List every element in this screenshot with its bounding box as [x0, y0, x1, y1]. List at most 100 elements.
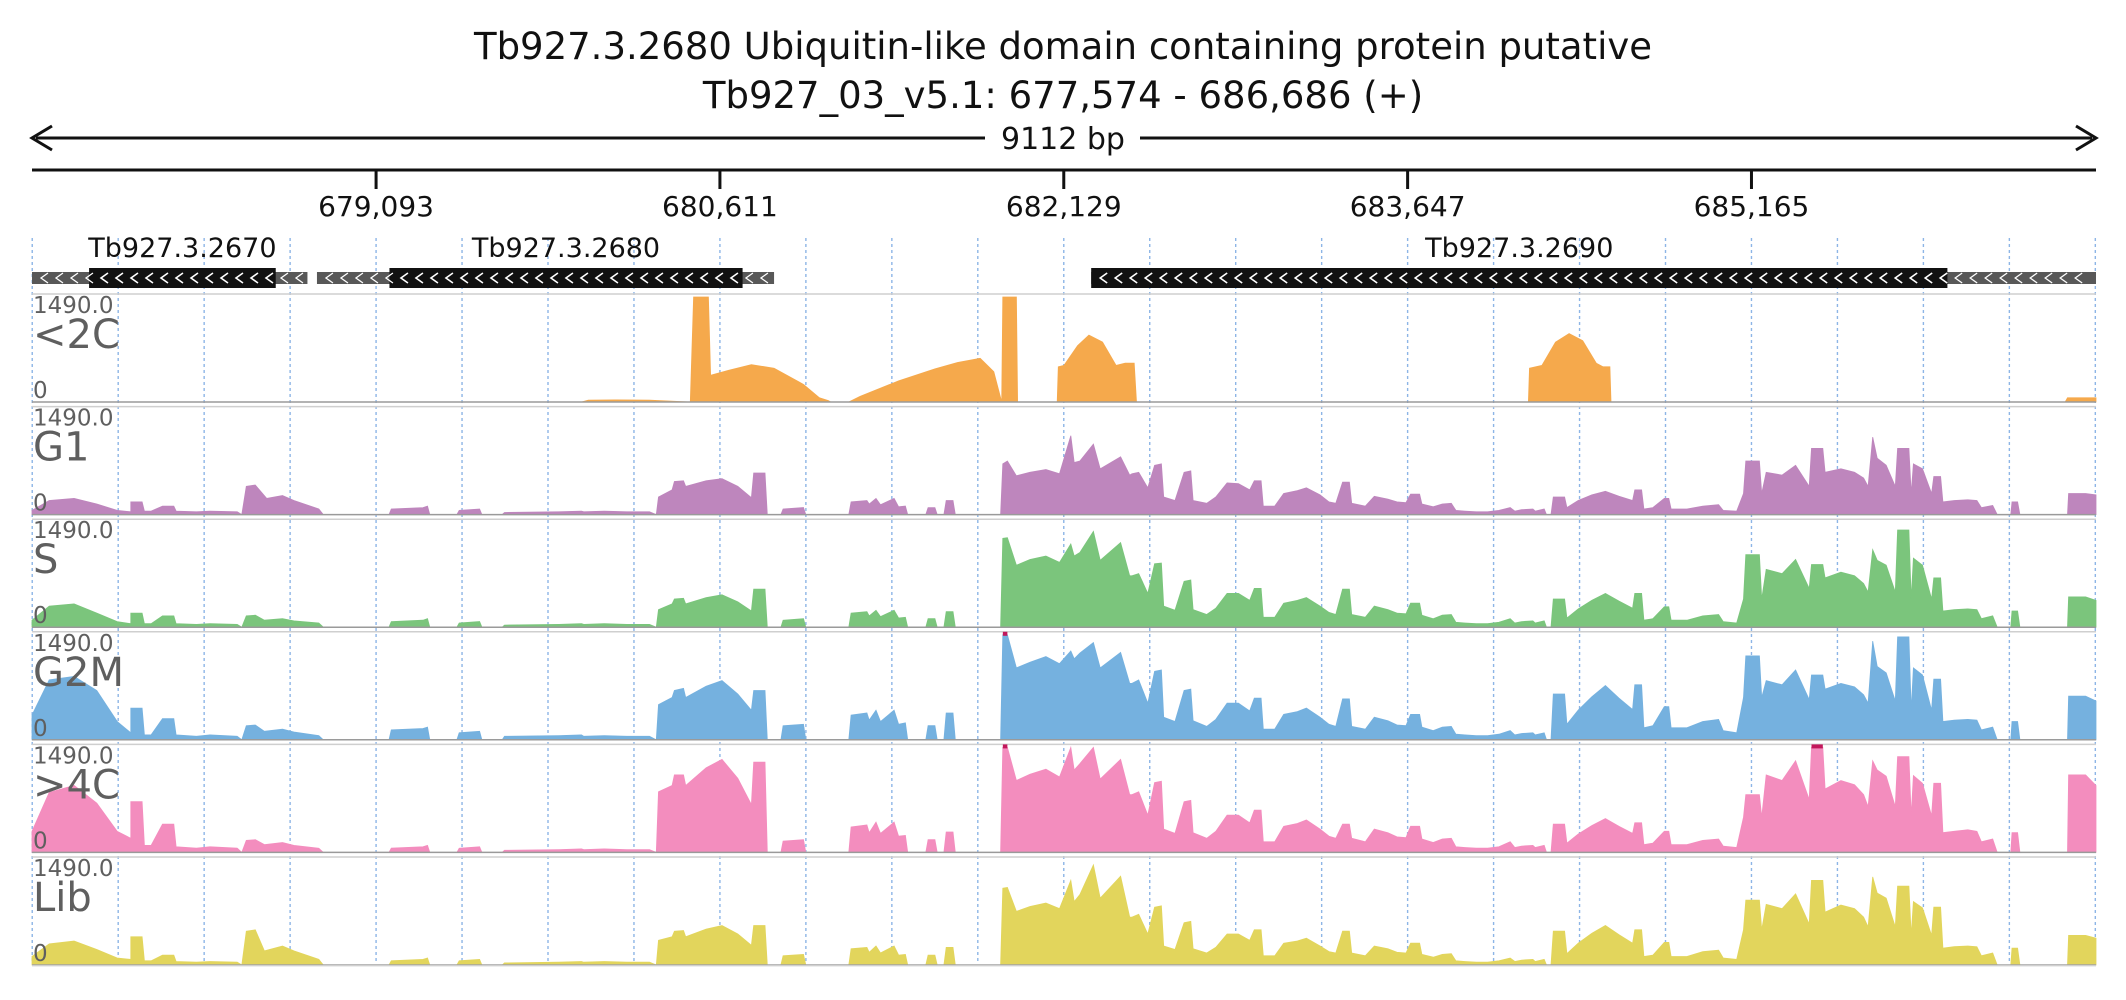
coverage-area: [31, 634, 2097, 741]
strand-arrow: [1383, 272, 1393, 284]
strand-arrow: [1938, 272, 1948, 284]
track-name-label: <2C: [33, 312, 120, 358]
strand-arrow: [639, 272, 649, 284]
strand-arrow: [1278, 272, 1288, 284]
strand-arrow: [1338, 272, 1348, 284]
track-name-label: S: [33, 537, 58, 583]
strand-arrow: [99, 272, 109, 284]
strand-arrow: [714, 272, 724, 284]
strand-arrow: [2044, 272, 2053, 284]
strand-arrow: [39, 272, 49, 284]
strand-arrow: [279, 272, 289, 284]
strand-arrow: [624, 272, 634, 284]
strand-arrow: [549, 272, 559, 284]
x-tick-label: 682,129: [1006, 190, 1122, 223]
x-tick-label: 683,647: [1350, 190, 1466, 223]
strand-arrow: [1488, 272, 1498, 284]
strand-arrow: [1623, 272, 1633, 284]
strand-arrow: [234, 272, 244, 284]
chart-subtitle: Tb927_03_v5.1: 677,574 - 686,686 (+): [702, 74, 1423, 117]
strand-arrow: [204, 272, 214, 284]
strand-arrow: [54, 272, 64, 284]
strand-arrow: [1984, 272, 1993, 284]
chart-title: Tb927.3.2680 Ubiquitin-like domain conta…: [473, 25, 1652, 68]
strand-arrow: [1969, 272, 1978, 284]
gene-track: Tb927.3.2670 Tb927.3.2680 Tb927.3.2690: [32, 233, 2096, 288]
strand-arrow: [2014, 272, 2023, 284]
strand-arrow: [159, 272, 169, 284]
strand-arrow: [144, 272, 154, 284]
strand-arrow: [699, 272, 709, 284]
strand-arrow: [1503, 272, 1513, 284]
strand-arrow: [339, 272, 349, 284]
strand-arrow: [1413, 272, 1423, 284]
strand-arrow: [1518, 272, 1528, 284]
strand-arrow: [1143, 272, 1153, 284]
strand-arrow: [1683, 272, 1693, 284]
span-indicator: 9112 bp: [29, 122, 2099, 157]
strand-arrow: [1398, 272, 1408, 284]
strand-arrow: [2059, 272, 2068, 284]
clipped-peak-marker: [1002, 744, 1008, 749]
x-tick-label: 679,093: [318, 190, 434, 223]
span-right-arrowhead: [2075, 124, 2099, 152]
strand-arrow: [1323, 272, 1333, 284]
clipped-peak-marker: [1811, 744, 1823, 749]
strand-arrow: [1353, 272, 1363, 284]
strand-arrow: [1173, 272, 1183, 284]
strand-arrow: [1293, 272, 1303, 284]
coverage-area: [32, 296, 2097, 403]
strand-arrow: [1818, 272, 1828, 284]
strand-arrow: [324, 272, 334, 284]
strand-arrow: [1548, 272, 1558, 284]
strand-arrow: [1578, 272, 1588, 284]
strand-arrow: [459, 272, 469, 284]
strand-arrow: [1803, 272, 1813, 284]
strand-arrow: [414, 272, 424, 284]
strand-arrow: [1833, 272, 1843, 284]
strand-arrow: [174, 272, 184, 284]
strand-arrow: [669, 272, 679, 284]
strand-arrow: [474, 272, 484, 284]
strand-arrow: [1593, 272, 1603, 284]
strand-arrow: [1428, 272, 1438, 284]
strand-arrow: [219, 272, 229, 284]
track-min-label: 0: [33, 828, 48, 854]
strand-arrow: [654, 272, 664, 284]
strand-arrow: [1668, 272, 1678, 284]
strand-arrow: [1113, 272, 1123, 284]
strand-arrow: [444, 272, 454, 284]
track-max-label: 1490.0: [33, 406, 113, 432]
track-max-label: 1490.0: [33, 856, 113, 882]
strand-arrow: [1458, 272, 1468, 284]
strand-arrow: [69, 272, 79, 284]
strand-arrow: [1098, 272, 1108, 284]
strand-arrow: [1743, 272, 1753, 284]
strand-arrow: [1473, 272, 1483, 284]
strand-arrow: [384, 272, 394, 284]
strand-arrow: [1203, 272, 1213, 284]
strand-arrow: [264, 272, 274, 284]
strand-arrow: [1128, 272, 1138, 284]
track-min-label: 0: [33, 378, 48, 404]
coverage-tracks: 1490.00<2C1490.00G11490.00S1490.00G2M149…: [31, 293, 2097, 967]
strand-arrow: [1248, 272, 1258, 284]
strand-arrow: [1893, 272, 1903, 284]
track-max-label: 1490.0: [33, 743, 113, 769]
track-max-label: 1490.0: [33, 518, 113, 544]
strand-arrow: [1638, 272, 1648, 284]
gene-cds: [89, 268, 276, 288]
strand-arrow: [1788, 272, 1798, 284]
strand-arrow: [1863, 272, 1873, 284]
strand-arrow: [744, 272, 754, 284]
strand-arrow: [1954, 272, 1963, 284]
strand-arrow: [1908, 272, 1918, 284]
strand-arrow: [759, 272, 769, 284]
strand-arrow: [1923, 272, 1933, 284]
strand-arrow: [1698, 272, 1708, 284]
strand-arrow: [594, 272, 604, 284]
strand-arrow: [1758, 272, 1768, 284]
strand-arrow: [249, 272, 259, 284]
strand-arrow: [294, 272, 304, 284]
strand-arrow: [489, 272, 499, 284]
